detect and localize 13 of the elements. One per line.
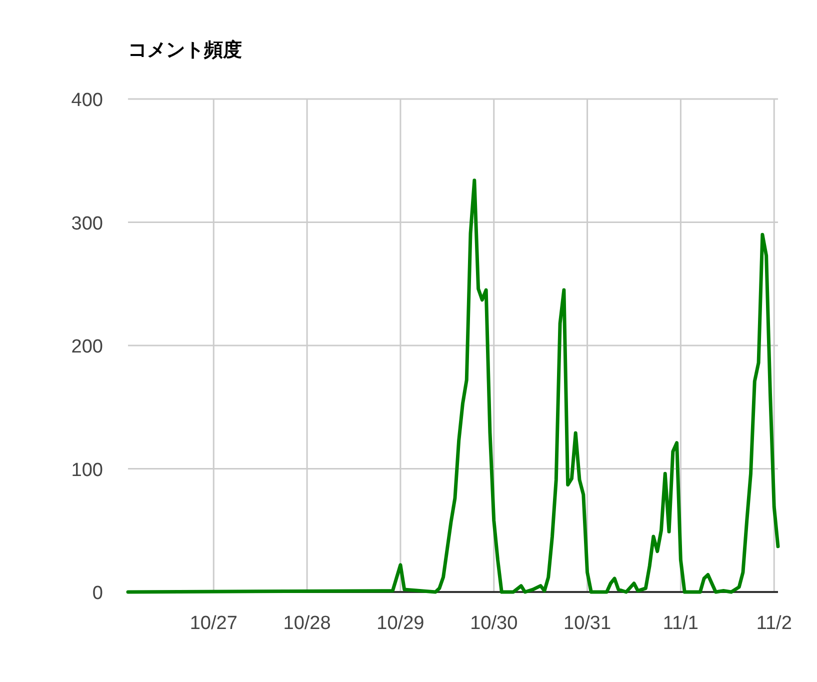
x-tick-label: 10/30	[470, 613, 518, 634]
chart-title: コメント頻度	[128, 39, 242, 61]
y-tick-label: 100	[71, 460, 103, 481]
x-tick-label: 11/2	[756, 613, 792, 634]
x-tick-label: 10/28	[283, 613, 331, 634]
x-tick-label: 10/31	[564, 613, 612, 634]
x-tick-label: 10/27	[190, 613, 238, 634]
y-tick-label: 200	[71, 336, 103, 358]
y-tick-label: 400	[71, 90, 103, 111]
x-tick-label: 11/1	[662, 613, 698, 634]
x-tick-label: 10/29	[376, 613, 424, 634]
y-tick-label: 300	[71, 213, 103, 234]
y-tick-label: 0	[92, 583, 103, 604]
